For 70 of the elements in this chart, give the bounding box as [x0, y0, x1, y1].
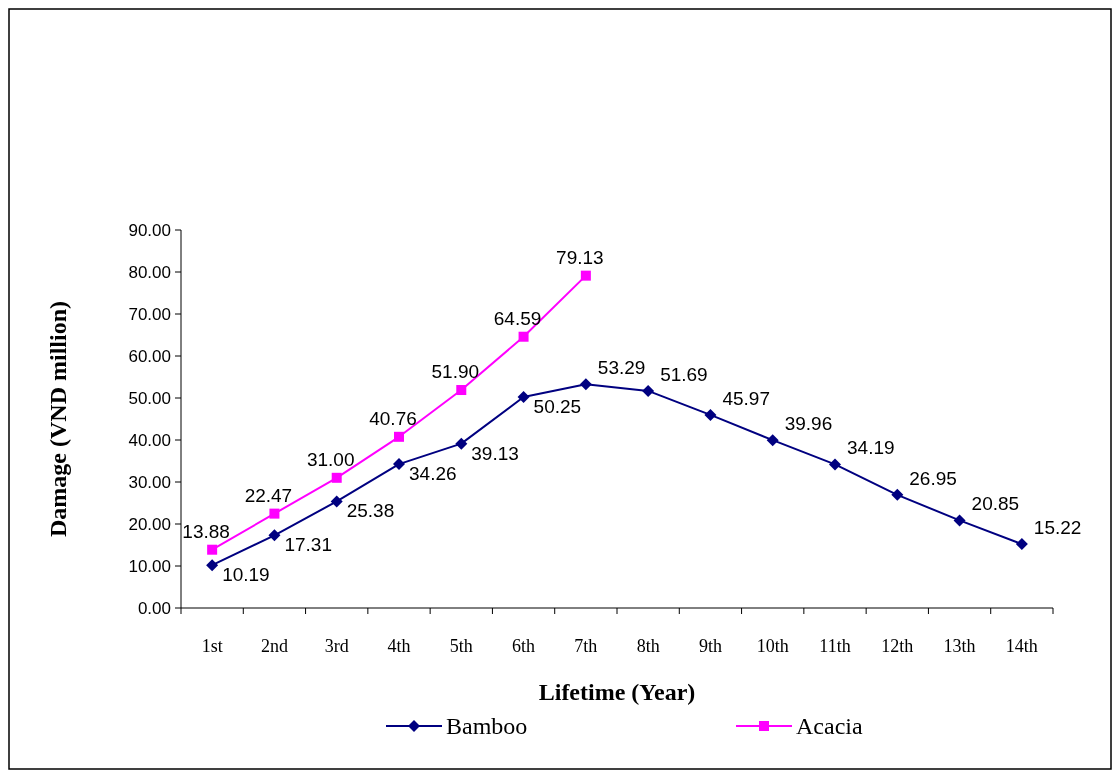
- data-label: 26.95: [909, 467, 957, 489]
- x-tick-label: 5th: [449, 636, 473, 656]
- y-tick-label: 60.00: [128, 347, 171, 366]
- point: [642, 384, 655, 397]
- point: [268, 529, 281, 542]
- data-label: 31.00: [306, 448, 355, 470]
- y-tick-label: 10.00: [128, 557, 171, 576]
- data-label: 64.59: [493, 307, 542, 329]
- y-tick-label: 40.00: [128, 431, 171, 450]
- data-label: 17.31: [284, 534, 332, 556]
- y-tick-label: 50.00: [128, 389, 171, 408]
- y-tick-label: 70.00: [128, 305, 171, 324]
- y-tick-label: 0.00: [137, 599, 171, 618]
- legend-label: Bamboo: [446, 713, 528, 739]
- point: [455, 437, 468, 450]
- point: [579, 378, 592, 391]
- data-label: 25.38: [346, 500, 395, 522]
- data-label: 10.19: [222, 564, 270, 586]
- y-tick-label: 80.00: [128, 263, 171, 282]
- x-axis-title: Lifetime (Year): [538, 679, 696, 705]
- data-label: 40.76: [369, 407, 417, 429]
- data-label: 22.47: [244, 484, 293, 506]
- x-tick-label: 9th: [698, 636, 722, 656]
- x-tick-label: 3rd: [324, 636, 349, 656]
- point: [518, 331, 529, 342]
- data-label: 45.97: [722, 387, 770, 409]
- data-label: 51.69: [660, 363, 708, 385]
- y-tick-label: 30.00: [128, 473, 171, 492]
- x-tick-label: 6th: [512, 636, 536, 656]
- point: [829, 458, 841, 471]
- point: [953, 514, 966, 527]
- point: [891, 488, 904, 501]
- x-tick-label: 12th: [881, 636, 914, 656]
- point: [704, 408, 717, 421]
- y-tick-label: 20.00: [128, 515, 171, 534]
- x-tick-label: 7th: [574, 636, 598, 656]
- data-label: 51.90: [431, 361, 480, 383]
- point: [393, 458, 405, 471]
- data-label: 20.85: [971, 493, 1020, 515]
- data-label: 13.88: [182, 520, 230, 542]
- data-label: 15.22: [1033, 517, 1082, 539]
- point: [206, 559, 219, 572]
- point: [1015, 538, 1028, 551]
- x-tick-label: 2nd: [260, 636, 288, 656]
- data-label: 39.13: [471, 442, 519, 464]
- x-tick-label: 13th: [943, 636, 976, 656]
- point: [331, 472, 342, 483]
- x-tick-label: 11th: [819, 636, 851, 656]
- x-tick-label: 1st: [201, 636, 223, 656]
- x-tick-label: 8th: [636, 636, 660, 656]
- data-label: 34.26: [409, 463, 457, 485]
- point: [517, 390, 530, 403]
- data-label: 79.13: [556, 246, 604, 268]
- point: [580, 270, 591, 281]
- point: [766, 434, 779, 447]
- point: [207, 544, 218, 555]
- point: [330, 495, 343, 508]
- x-tick-label: 14th: [1005, 636, 1038, 656]
- data-label: 39.96: [784, 413, 833, 435]
- data-label: 50.25: [533, 395, 582, 417]
- x-tick-label: 10th: [756, 636, 789, 656]
- point: [269, 508, 280, 519]
- y-axis-title: Damage (VND million): [45, 301, 71, 537]
- y-tick-label: 90.00: [128, 221, 171, 240]
- data-label: 53.29: [597, 357, 646, 379]
- x-tick-label: 4th: [387, 636, 411, 656]
- legend-label: Acacia: [796, 713, 863, 739]
- point: [456, 385, 467, 396]
- point: [394, 431, 404, 442]
- data-label: 34.19: [847, 437, 895, 459]
